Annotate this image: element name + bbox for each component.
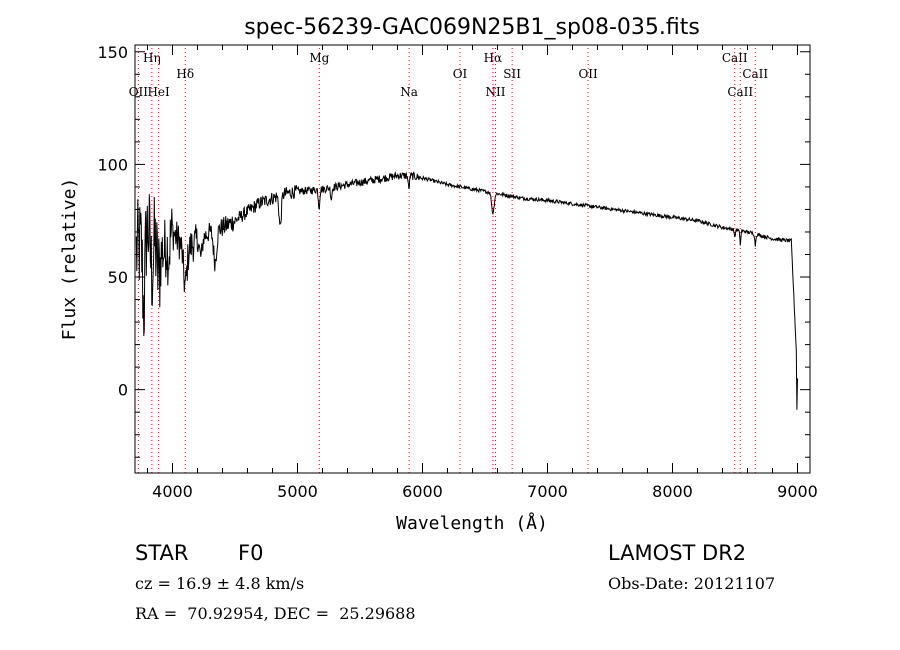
y-tick-label: 50 — [108, 268, 128, 287]
x-tick-label: 8000 — [652, 482, 693, 501]
axis-ticks: 4000 5000 6000 7000 8000 9000 0 50 100 150 — [97, 43, 817, 501]
coordinates-text: RA = 70.92954, DEC = 25.29688 — [135, 604, 416, 623]
object-subclass: F0 — [238, 541, 264, 565]
y-axis-label: Flux (relative) — [59, 178, 80, 341]
y-tick-label: 0 — [118, 381, 128, 400]
chart-title: spec-56239-GAC069N25B1_sp08-035.fits — [244, 15, 700, 40]
series-spectrum — [135, 171, 798, 410]
line-marker-label: Na — [400, 85, 418, 99]
line-marker-label: OI — [453, 67, 468, 81]
line-marker-label: NII — [486, 85, 506, 99]
x-tick-label: 6000 — [402, 482, 443, 501]
line-marker-label: Hα — [484, 51, 503, 65]
y-tick-label: 100 — [97, 155, 128, 174]
x-tick-label: 7000 — [527, 482, 568, 501]
line-marker-label: CaII — [727, 85, 753, 99]
line-marker-label: Hη — [143, 51, 161, 65]
line-marker-label: Hδ — [176, 67, 194, 81]
survey-name: LAMOST DR2 — [608, 541, 747, 565]
line-marker-label: SII — [503, 67, 521, 81]
y-tick-label: 150 — [97, 43, 128, 62]
line-marker-label: CaII — [742, 67, 768, 81]
x-tick-label: 5000 — [277, 482, 318, 501]
redshift-text: cz = 16.9 ± 4.8 km/s — [135, 574, 305, 593]
line-marker-label: HeI — [147, 85, 170, 99]
x-axis-label: Wavelength (Å) — [396, 512, 548, 534]
line-marker-label: Mg — [309, 51, 329, 65]
object-class: STAR — [135, 541, 189, 565]
x-tick-label: 4000 — [152, 482, 193, 501]
line-marker-label: CaII — [722, 51, 748, 65]
plot-frame — [134, 44, 811, 474]
x-tick-label: 9000 — [777, 482, 818, 501]
emission-line-markers: OII Hη HeI Hδ Mg Na OI Hα NII SII OII CaII CaII CaII — [129, 48, 768, 473]
obs-date-text: Obs-Date: 20121107 — [608, 574, 776, 593]
line-marker-label: OII — [129, 85, 149, 99]
line-marker-label: OII — [578, 67, 598, 81]
